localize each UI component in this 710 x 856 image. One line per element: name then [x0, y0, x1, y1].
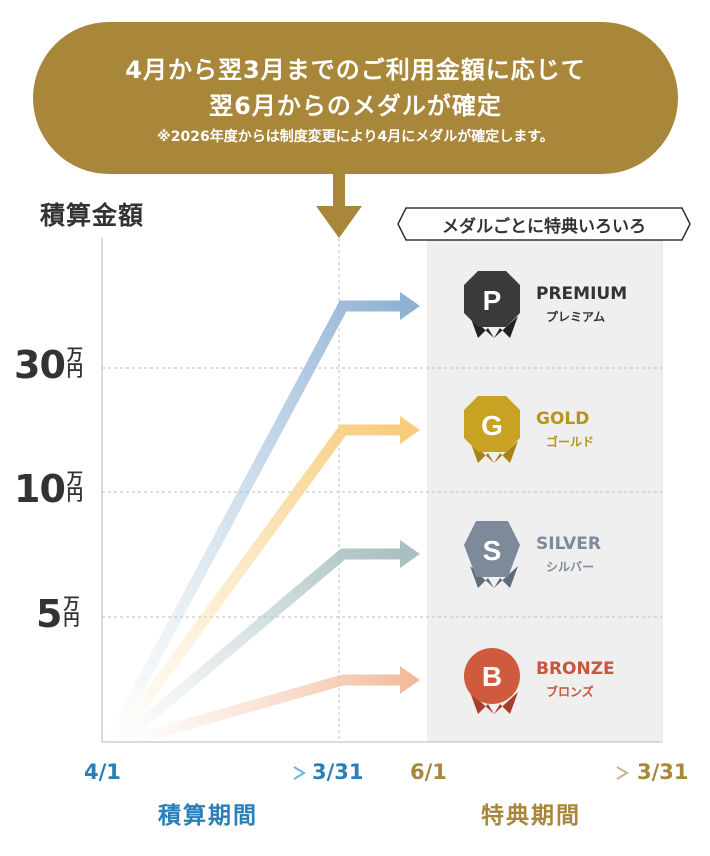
tick-unit: 万円	[66, 469, 83, 504]
svg-text:B: B	[482, 661, 502, 692]
y-axis-label: 積算金額	[40, 201, 145, 230]
gold-title: GOLD	[536, 409, 590, 429]
accumulation-start-date: 4/1	[84, 760, 121, 784]
premium-title: PREMIUM	[536, 284, 628, 304]
benefit-end-date: 3/31	[637, 760, 689, 784]
tick-10: 10 万円	[14, 467, 85, 511]
tick-value: 30	[14, 343, 66, 387]
benefit-banner-text: メダルごとに特典いろいろ	[442, 217, 646, 237]
bronze-title: BRONZE	[536, 659, 615, 679]
silver-kana: シルバー	[546, 560, 595, 574]
premium-kana: プレミアム	[546, 310, 606, 324]
bronze-medal-icon: B	[464, 648, 520, 714]
header-note: ※2026年度からは制度変更により4月にメダルが確定します。	[157, 129, 554, 145]
svg-text:S: S	[483, 535, 502, 566]
benefit-area	[427, 240, 661, 742]
tick-unit: 万円	[63, 594, 80, 629]
silver-path	[116, 540, 420, 747]
header-line-2: 翌6月からのメダルが確定	[209, 92, 502, 120]
accumulation-period-label: 積算期間	[158, 803, 258, 829]
gold-kana: ゴールド	[546, 435, 595, 449]
tick-value: 10	[14, 467, 66, 511]
tick-value: 5	[36, 592, 62, 636]
header-line-1: 4月から翌3月までのご利用金額に応じて	[125, 56, 586, 84]
accumulation-timeline	[130, 766, 306, 780]
accumulation-end-date: 3/31	[312, 760, 364, 784]
svg-text:G: G	[481, 410, 503, 441]
silver-title: SILVER	[536, 534, 601, 554]
benefit-period-label: 特典期間	[481, 803, 581, 829]
down-arrow-icon	[316, 172, 362, 238]
premium-medal-icon: P	[464, 271, 520, 338]
gold-path	[110, 416, 420, 746]
tick-unit: 万円	[66, 345, 83, 380]
benefit-timeline	[455, 766, 629, 780]
svg-text:P: P	[483, 285, 502, 316]
tick-30: 30 万円	[14, 343, 85, 387]
benefit-banner	[397, 207, 691, 241]
benefit-start-date: 6/1	[410, 760, 447, 784]
header-banner: 4月から翌3月までのご利用金額に応じて 翌6月からのメダルが確定 ※2026年度…	[33, 22, 678, 174]
silver-medal-icon: S	[464, 521, 520, 588]
bronze-kana: ブロンズ	[546, 685, 594, 699]
gold-medal-icon: G	[464, 396, 520, 463]
premium-path	[105, 292, 420, 745]
bronze-path	[123, 666, 420, 748]
tick-5: 5 万円	[36, 592, 81, 636]
